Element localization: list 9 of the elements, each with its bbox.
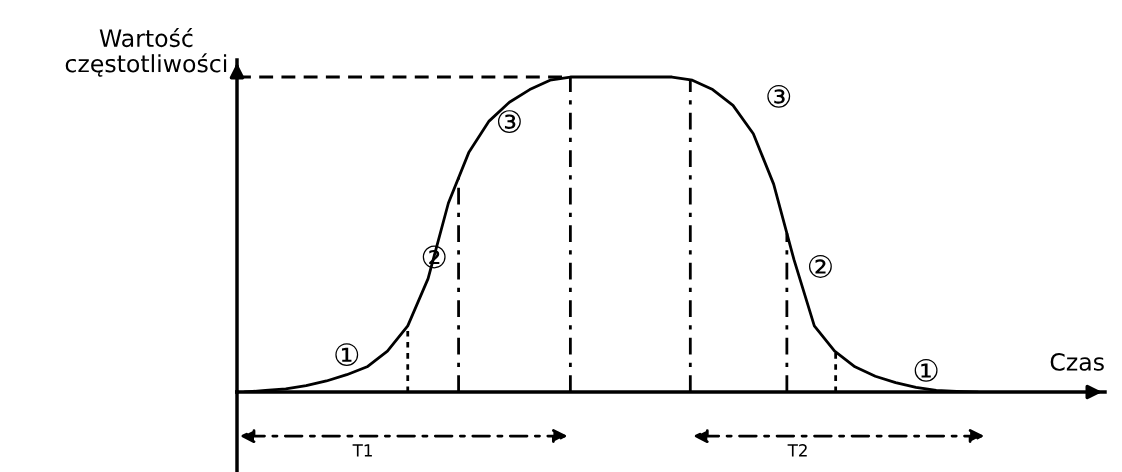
annotation: ③: [767, 84, 791, 108]
text: T1: [352, 444, 372, 457]
annotation: ①: [914, 358, 938, 382]
y-axis-title: Wartość częstotliwości: [65, 27, 227, 77]
x-axis-title: Czas: [1050, 352, 1104, 371]
annotation: ①: [335, 343, 359, 367]
annotation: ③: [497, 110, 521, 133]
annotation: ②: [808, 255, 832, 278]
text: T2: [787, 444, 807, 457]
